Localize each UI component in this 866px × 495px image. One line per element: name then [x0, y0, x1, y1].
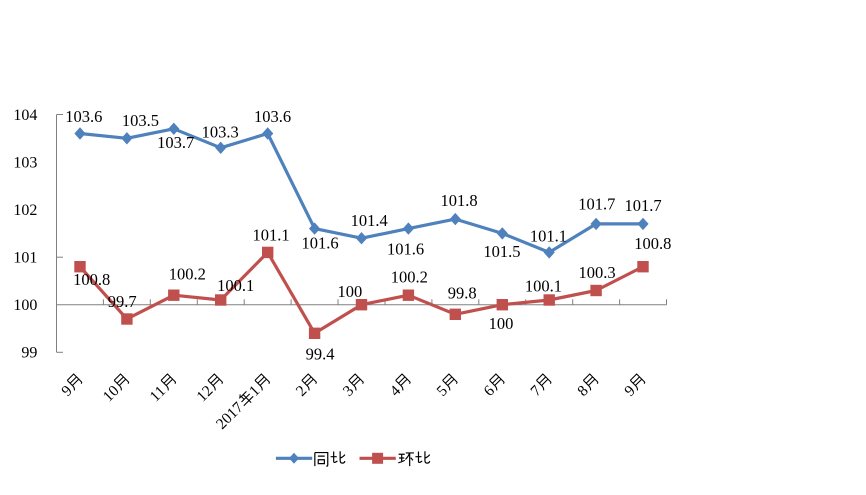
svg-text:101.5: 101.5	[483, 242, 520, 261]
svg-text:103.3: 103.3	[202, 123, 239, 142]
svg-text:103.5: 103.5	[122, 111, 159, 130]
svg-text:104: 104	[13, 107, 37, 124]
svg-text:11: 11	[147, 383, 170, 406]
svg-text:101.6: 101.6	[301, 234, 338, 253]
svg-text:100.3: 100.3	[578, 263, 615, 282]
svg-text:100: 100	[13, 297, 37, 314]
svg-text:101.7: 101.7	[578, 195, 615, 214]
svg-text:101.1: 101.1	[530, 227, 567, 246]
svg-text:99: 99	[21, 345, 37, 362]
svg-text:101.4: 101.4	[351, 211, 388, 230]
svg-text:99.7: 99.7	[108, 292, 137, 311]
svg-text:2017: 2017	[213, 399, 247, 433]
svg-text:102: 102	[13, 202, 37, 219]
svg-text:101.6: 101.6	[387, 240, 424, 259]
svg-text:103.7: 103.7	[157, 133, 194, 152]
svg-text:103.6: 103.6	[254, 107, 291, 126]
svg-text:100.8: 100.8	[634, 234, 671, 253]
svg-text:100.2: 100.2	[169, 264, 206, 283]
svg-text:99.4: 99.4	[306, 344, 335, 363]
svg-text:101.8: 101.8	[441, 191, 478, 210]
svg-text:103: 103	[13, 154, 37, 171]
svg-text:100.1: 100.1	[525, 277, 562, 296]
svg-text:99.8: 99.8	[448, 284, 477, 303]
svg-text:101.7: 101.7	[624, 196, 661, 215]
svg-text:100.2: 100.2	[391, 268, 428, 287]
svg-text:100: 100	[489, 314, 514, 333]
svg-text:101: 101	[13, 250, 37, 267]
svg-text:101.1: 101.1	[252, 226, 289, 245]
svg-text:103.6: 103.6	[65, 107, 102, 126]
svg-text:100.1: 100.1	[217, 276, 254, 295]
svg-text:100.8: 100.8	[73, 270, 110, 289]
svg-text:100: 100	[338, 282, 363, 301]
